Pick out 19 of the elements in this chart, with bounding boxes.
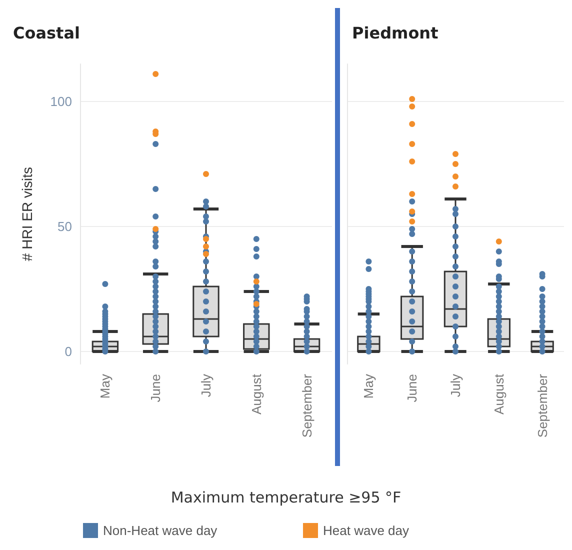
x-tick-label: July: [198, 374, 214, 398]
y-axis-title: # HRI ER visits: [19, 166, 35, 262]
legend-label: Non-Heat wave day: [103, 523, 218, 538]
x-tick-label: September: [299, 373, 314, 438]
y-tick-label: 100: [50, 94, 72, 109]
x-tick-label: June: [404, 374, 420, 402]
x-tick-label: September: [534, 373, 550, 438]
chart-title: Coastal: [13, 24, 80, 42]
chart-title: Piedmont: [352, 24, 439, 42]
x-tick-label: August: [491, 374, 506, 414]
y-tick-label: 50: [58, 219, 72, 234]
y-tick-label: 0: [64, 344, 72, 359]
legend-title: Maximum temperature ≥95 °F: [170, 488, 402, 506]
x-tick-label: May: [98, 374, 113, 399]
x-tick-label: June: [148, 374, 164, 402]
x-tick-label: July: [448, 374, 463, 398]
x-tick-label: August: [248, 374, 264, 414]
legend-label: Heat wave day: [323, 523, 410, 538]
x-tick-label: May: [361, 374, 376, 399]
